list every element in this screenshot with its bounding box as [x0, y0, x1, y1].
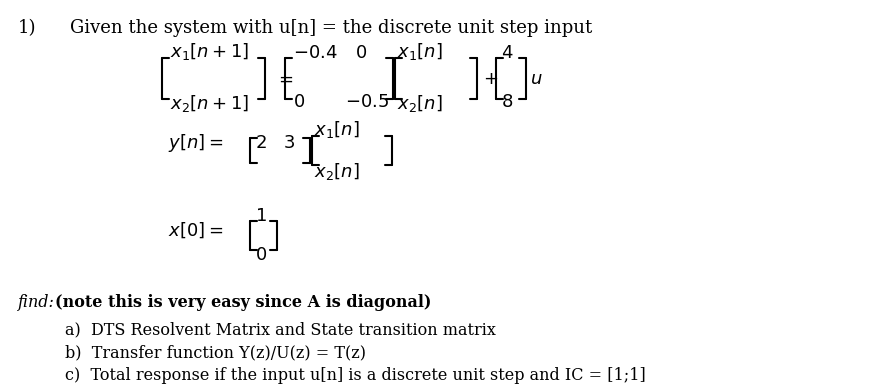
Text: find:: find:: [18, 294, 60, 311]
Text: $0$: $0$: [255, 246, 267, 264]
Text: $0$: $0$: [293, 93, 305, 111]
Text: $x_1[n]$: $x_1[n]$: [314, 119, 360, 140]
Text: $x_2[n]$: $x_2[n]$: [314, 161, 360, 182]
Text: c)  Total response if the input u[n] is a discrete unit step and IC = [1;1]: c) Total response if the input u[n] is a…: [65, 367, 646, 384]
Text: $x_2[n]$: $x_2[n]$: [397, 93, 443, 114]
Text: $x_2[n+1]$: $x_2[n+1]$: [170, 93, 249, 114]
Text: $x_1[n]$: $x_1[n]$: [397, 41, 443, 62]
Text: $4$: $4$: [501, 44, 513, 62]
Text: $u$: $u$: [530, 70, 543, 88]
Text: $0$: $0$: [355, 44, 367, 62]
Text: (note this is very easy since A is diagonal): (note this is very easy since A is diago…: [55, 294, 431, 311]
Text: $=$: $=$: [275, 70, 294, 88]
Text: $x[0] =$: $x[0] =$: [168, 220, 223, 240]
Text: Given the system with u[n] = the discrete unit step input: Given the system with u[n] = the discret…: [70, 19, 592, 37]
Text: $1$: $1$: [255, 207, 267, 225]
Text: $2 \quad 3$: $2 \quad 3$: [255, 134, 296, 152]
Text: a)  DTS Resolvent Matrix and State transition matrix: a) DTS Resolvent Matrix and State transi…: [65, 321, 496, 338]
Text: b)  Transfer function Y(z)/U(z) = T(z): b) Transfer function Y(z)/U(z) = T(z): [65, 344, 366, 361]
Text: $-0.4$: $-0.4$: [293, 44, 338, 62]
Text: $8$: $8$: [501, 93, 513, 111]
Text: $y[n] = $: $y[n] = $: [168, 132, 223, 154]
Text: $x_1[n+1]$: $x_1[n+1]$: [170, 41, 249, 62]
Text: $+$: $+$: [483, 70, 498, 88]
Text: 1): 1): [18, 19, 37, 37]
Text: $-0.5$: $-0.5$: [345, 93, 389, 111]
